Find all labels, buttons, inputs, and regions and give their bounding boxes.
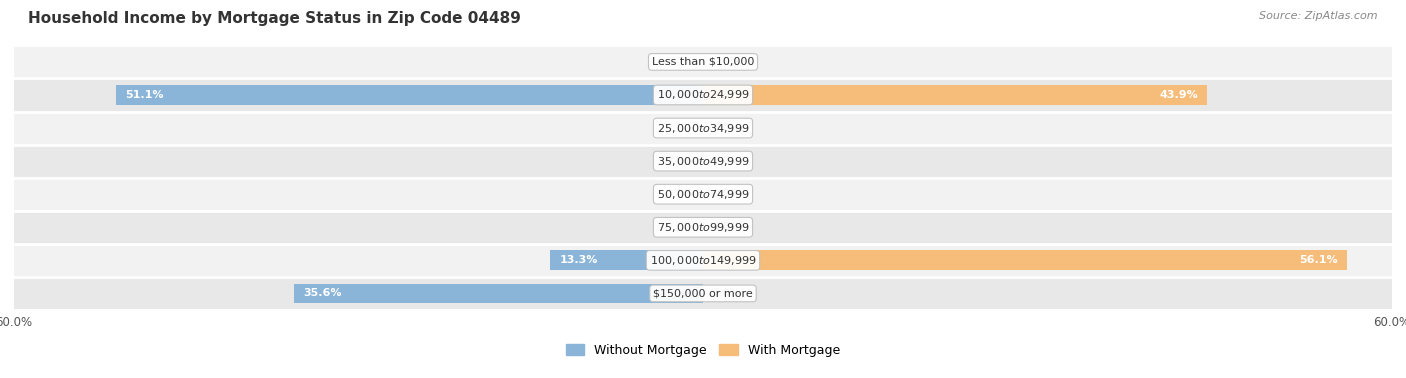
Text: 0.0%: 0.0% [713,57,741,67]
Bar [14,211,1392,244]
Text: 0.0%: 0.0% [713,288,741,298]
Text: 0.0%: 0.0% [665,57,693,67]
Text: $75,000 to $99,999: $75,000 to $99,999 [657,221,749,234]
Bar [14,277,1392,310]
Bar [14,244,1392,277]
Bar [14,112,1392,145]
Text: Less than $10,000: Less than $10,000 [652,57,754,67]
Bar [703,250,1347,270]
Text: $150,000 or more: $150,000 or more [654,288,752,298]
Text: $50,000 to $74,999: $50,000 to $74,999 [657,188,749,201]
Bar [14,178,1392,211]
Bar [14,145,1392,178]
Text: 43.9%: 43.9% [1159,90,1198,100]
Legend: Without Mortgage, With Mortgage: Without Mortgage, With Mortgage [561,339,845,362]
Text: $100,000 to $149,999: $100,000 to $149,999 [650,254,756,267]
Text: 0.0%: 0.0% [713,222,741,232]
Text: 0.0%: 0.0% [665,189,693,199]
Bar [294,284,703,303]
Text: 51.1%: 51.1% [125,90,165,100]
Text: 0.0%: 0.0% [665,156,693,166]
Bar [117,85,703,105]
Text: $10,000 to $24,999: $10,000 to $24,999 [657,88,749,101]
Text: Source: ZipAtlas.com: Source: ZipAtlas.com [1260,11,1378,21]
Text: 0.0%: 0.0% [713,189,741,199]
Bar [703,85,1208,105]
Text: 0.0%: 0.0% [665,222,693,232]
Bar [550,250,703,270]
Text: 56.1%: 56.1% [1299,256,1339,265]
Text: $35,000 to $49,999: $35,000 to $49,999 [657,155,749,167]
Text: 13.3%: 13.3% [560,256,598,265]
Text: $25,000 to $34,999: $25,000 to $34,999 [657,122,749,135]
Bar [14,45,1392,79]
Text: Household Income by Mortgage Status in Zip Code 04489: Household Income by Mortgage Status in Z… [28,11,522,26]
Text: 35.6%: 35.6% [304,288,342,298]
Text: 0.0%: 0.0% [665,123,693,133]
Bar [14,79,1392,112]
Text: 0.0%: 0.0% [713,123,741,133]
Text: 0.0%: 0.0% [713,156,741,166]
